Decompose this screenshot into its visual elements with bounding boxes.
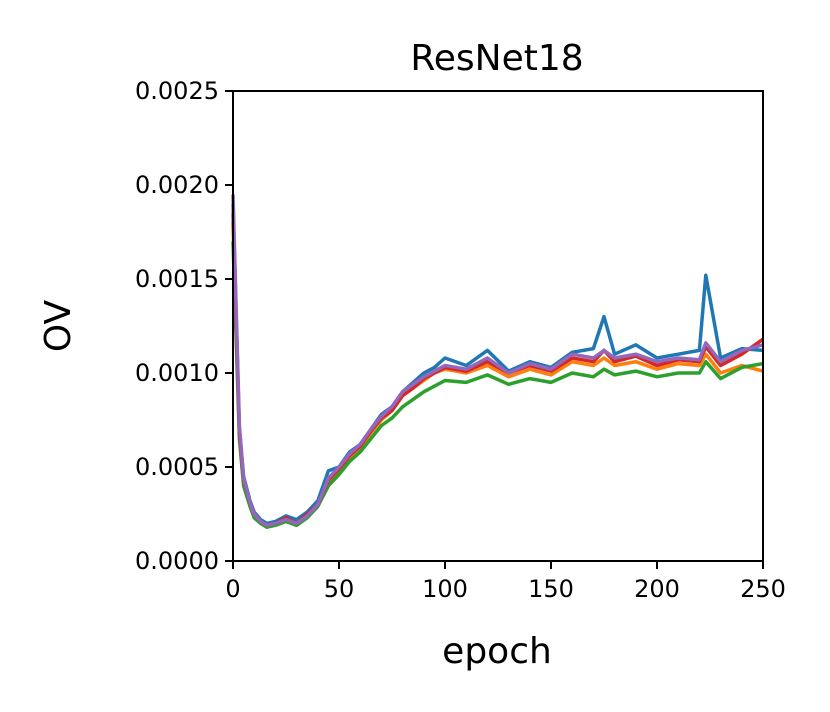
y-tick-label: 0.0020 <box>135 171 219 199</box>
y-tick-label: 0.0010 <box>135 359 219 387</box>
chart-title: ResNet18 <box>410 38 583 79</box>
plot-frame <box>232 90 764 562</box>
x-tick-label: 50 <box>324 575 355 603</box>
y-axis-ticks: 0.0000 0.0005 0.0010 0.0015 0.0020 0.0025 <box>135 77 233 575</box>
y-tick-label: 0.0000 <box>135 547 219 575</box>
x-axis-ticks: 0 50 100 150 200 250 <box>225 561 786 603</box>
y-tick-label: 0.0005 <box>135 453 219 481</box>
series-line-5 <box>231 194 764 528</box>
x-axis-label: epoch <box>442 631 552 672</box>
x-tick-label: 0 <box>225 575 240 603</box>
plot-lines <box>231 194 765 529</box>
y-axis-label: OV <box>38 299 79 352</box>
x-tick-label: 150 <box>528 575 574 603</box>
x-tick-label: 200 <box>634 575 680 603</box>
x-tick-label: 100 <box>422 575 468 603</box>
y-tick-label: 0.0015 <box>135 265 219 293</box>
series-line-3 <box>231 241 764 529</box>
x-tick-label: 250 <box>740 575 786 603</box>
y-tick-label: 0.0025 <box>135 77 219 105</box>
